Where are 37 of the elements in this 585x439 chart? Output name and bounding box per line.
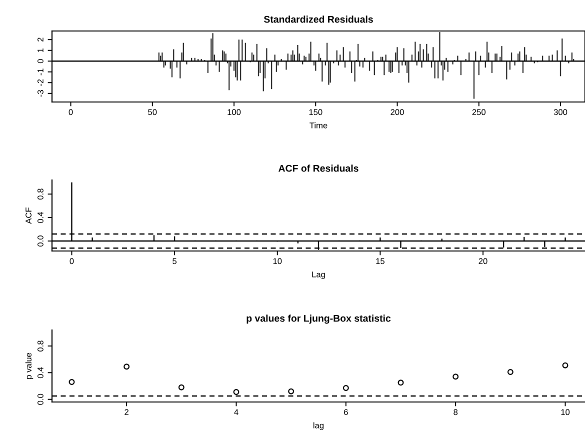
y-tick-label: 0 <box>38 59 44 64</box>
chart-title: ACF of Residuals <box>278 164 358 172</box>
x-tick-label: 300 <box>554 109 568 116</box>
chart-title: Standardized Residuals <box>264 16 373 23</box>
chart-title: p values for Ljung-Box statistic <box>246 314 391 324</box>
x-tick-label: 5 <box>172 258 177 264</box>
x-axis-title: Time <box>310 122 328 128</box>
y-tick-label: 0.8 <box>38 188 44 200</box>
y-tick-label: 2 <box>38 38 44 42</box>
x-tick-label: 200 <box>390 109 404 116</box>
x-tick-label: 100 <box>228 109 241 116</box>
y-tick-label: 0.8 <box>38 340 44 352</box>
x-tick-label: 150 <box>309 109 322 116</box>
y-axis-title: p value <box>25 352 34 379</box>
y-tick-label: 0.4 <box>38 367 44 378</box>
x-tick-label: 50 <box>148 109 157 116</box>
y-tick-label: 0.0 <box>38 394 44 405</box>
x-tick-label: 0 <box>70 258 74 264</box>
x-tick-label: 6 <box>344 409 348 416</box>
y-tick-label: 1 <box>38 48 44 52</box>
x-tick-label: 0 <box>68 109 73 116</box>
y-tick-label: -1 <box>38 68 44 76</box>
y-tick-label: 0.0 <box>38 236 44 246</box>
y-tick-label: -3 <box>38 90 44 97</box>
x-tick-label: 10 <box>561 409 570 416</box>
y-tick-label: -2 <box>38 79 44 86</box>
y-axis-title: ACF <box>26 208 32 224</box>
x-axis-title: lag <box>314 422 324 430</box>
x-tick-label: 4 <box>234 409 238 415</box>
x-tick-label: 2 <box>124 409 128 415</box>
x-tick-label: 20 <box>478 258 488 264</box>
x-axis-title: Lag <box>312 272 325 280</box>
y-tick-label: 0.4 <box>38 212 44 224</box>
x-tick-label: 10 <box>273 258 282 264</box>
x-tick-label: 15 <box>376 258 384 264</box>
x-tick-label: 250 <box>472 109 486 116</box>
x-tick-label: 8 <box>454 409 458 416</box>
